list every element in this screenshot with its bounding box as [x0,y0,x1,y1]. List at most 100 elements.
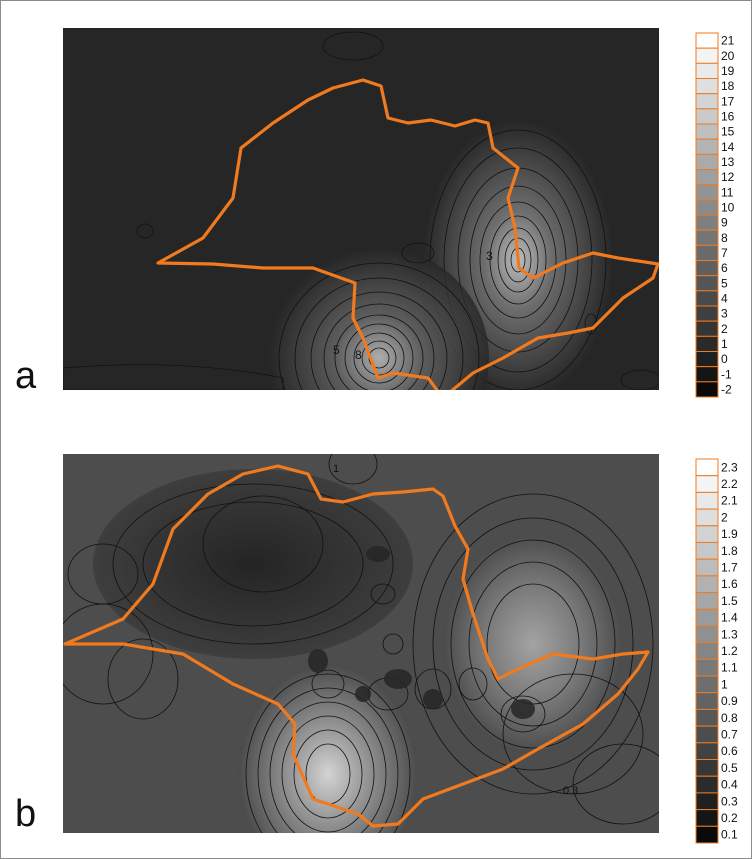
legend-label: 1.9 [721,527,738,541]
map-a-annotation-8: 8 [355,348,362,362]
legend-label: 17 [721,94,735,108]
legend-label: -1 [721,367,732,381]
legend-swatch [695,458,719,477]
legend-swatch [695,138,719,155]
legend-swatch [695,184,719,201]
legend-swatch [695,608,719,627]
panel-b-label: b [15,793,37,835]
legend-label: 2.1 [721,494,738,508]
legend-label: 2.3 [721,460,738,474]
map-b-dark-spots [308,546,535,719]
map-b-hotspot-south [238,664,418,833]
legend-label: 2 [721,322,728,336]
legend-swatch [695,62,719,79]
legend-label: 3 [721,307,728,321]
legend-swatch [695,708,719,727]
legend-swatch [695,366,719,383]
map-b: 1 0.3 [63,454,659,833]
legend-label: 9 [721,216,728,230]
map-b-contour-lines [63,454,659,833]
legend-b-scale: 2.3 2.2 2.1 2 1.9 1.8 1.7 1.6 1.5 1.4 1.3 1.2 1.1 1 0.… [695,458,738,844]
legend-label: 1.8 [721,544,738,558]
legend-swatch [695,775,719,794]
legend-label: 10 [721,200,735,214]
legend-label: 0.7 [721,727,738,741]
legend-label: 19 [721,64,735,78]
legend-label: 15 [721,125,735,139]
legend-swatch [695,275,719,292]
map-a-annotation-5: 5 [333,343,340,357]
legend-label: 1.4 [721,611,738,625]
legend-swatch [695,214,719,231]
map-b-annotation-1: 1 [333,463,339,475]
legend-swatch [695,725,719,744]
legend-swatch [695,199,719,216]
legend-swatch [695,491,719,510]
map-a-contour-lines-1 [429,129,607,390]
map-b-hotspot-east [443,534,623,754]
legend-swatch [695,625,719,644]
legend-label: 1 [721,677,728,691]
legend-swatch [695,123,719,140]
legend-swatch [695,525,719,543]
legend-swatch [695,93,719,110]
legend-swatch [695,558,719,577]
legend-label: 0.9 [721,694,738,708]
legend-label: 8 [721,231,728,245]
legend-swatch [695,792,719,811]
legend-label: 4 [721,291,728,305]
legend-swatch [695,290,719,307]
legend-swatch [695,742,719,761]
legend-swatch [695,351,719,368]
legend-swatch [695,78,719,95]
legend-swatch [695,541,719,560]
map-b-state-boundary [63,464,650,828]
map-a: 3 5 8 [63,28,659,390]
legend-label: 0.2 [721,811,738,825]
legend-swatch [695,229,719,246]
legend-swatch [695,575,719,594]
legend-label: 20 [721,49,735,63]
legend-label: 1.1 [721,661,738,675]
legend-label: 0 [721,352,728,366]
legend-swatch [695,592,719,610]
map-a-annotation-3: 3 [486,249,493,263]
legend-label: 1 [721,337,728,351]
legend-swatch [695,320,719,337]
legend-swatch [695,692,719,710]
legend-swatch [695,508,719,527]
legend-label: 1.3 [721,627,738,641]
map-b-low-region [93,469,413,659]
legend-swatch [695,809,719,827]
legend-label: 0.8 [721,711,738,725]
legend-label: 16 [721,109,735,123]
legend-swatch [695,658,719,677]
legend-label: 6 [721,261,728,275]
legend-label: 11 [721,185,734,199]
legend-swatch [695,381,719,398]
map-b-contours: 1 0.3 [63,454,659,833]
legend-label: 7 [721,246,728,260]
legend-swatch [695,825,719,844]
legend-label: 18 [721,79,735,93]
legend-label: -2 [721,382,732,396]
legend-swatch [695,675,719,694]
legend-swatch [695,32,719,49]
map-a-contours: 3 5 8 [63,28,659,390]
legend-label: 12 [721,170,735,184]
map-b-annotation-2: 0.3 [563,785,578,797]
legend-swatch [695,47,719,64]
legend-a: 21 20 19 18 17 16 15 14 13 12 11 10 9 8 7 6 5 4 3 2 1 0 -1 -2 [695,31,752,401]
panel-a-label: a [15,355,37,397]
legend-label: 0.5 [721,761,738,775]
legend-label: 1.7 [721,561,738,575]
legend-label: 2 [721,510,728,524]
legend-label: 1.6 [721,577,738,591]
map-a-contour-lines-2 [278,262,480,390]
legend-label: 1.2 [721,644,738,658]
legend-label: 0.4 [721,778,738,792]
legend-label: 0.6 [721,744,738,758]
legend-label: 5 [721,276,728,290]
